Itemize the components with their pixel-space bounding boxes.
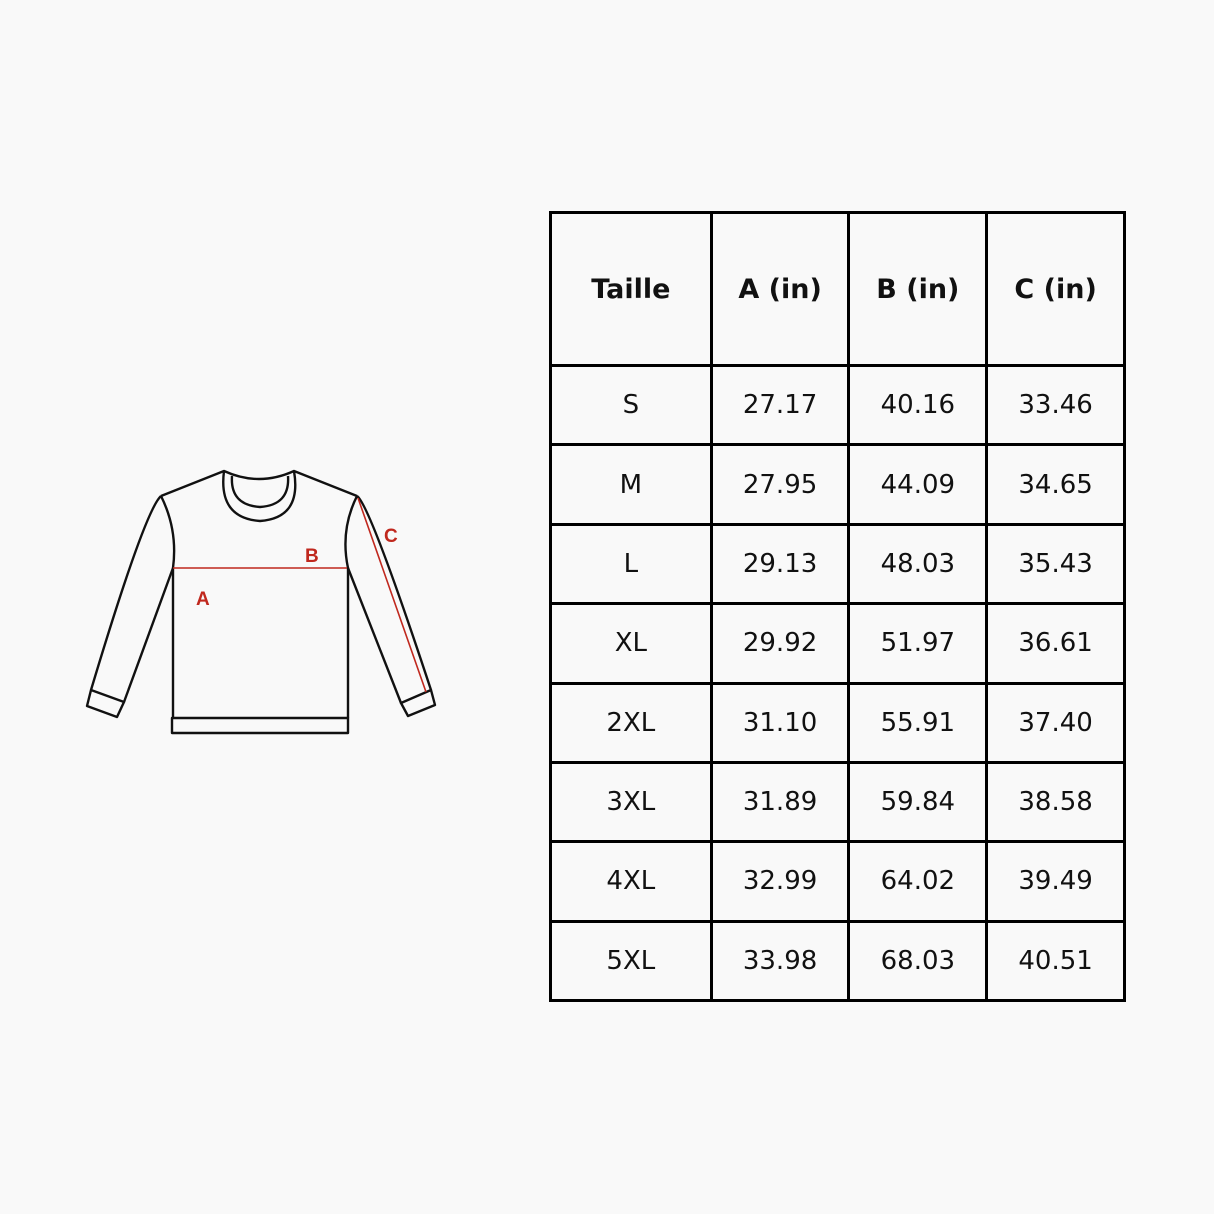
cell-c: 39.49 xyxy=(985,840,1126,923)
cell-b: 51.97 xyxy=(847,602,989,685)
table-row: 5XL 33.98 68.03 40.51 xyxy=(549,919,1126,1003)
cell-a: 29.13 xyxy=(709,522,851,606)
header-b: B (in) xyxy=(847,211,989,367)
cell-size: XL xyxy=(549,602,713,685)
size-table: Taille A (in) B (in) C (in) S 27.17 40.16 3… xyxy=(549,211,1126,1003)
sweater-diagram: A B C xyxy=(85,469,437,735)
cell-size: M xyxy=(549,443,713,526)
cell-size: 2XL xyxy=(549,681,713,764)
cell-c: 40.51 xyxy=(985,919,1126,1003)
header-size: Taille xyxy=(549,211,713,367)
table-row: 3XL 31.89 59.84 38.58 xyxy=(549,760,1126,844)
cell-size: 4XL xyxy=(549,840,713,923)
cell-size: 3XL xyxy=(549,760,713,844)
cell-c: 35.43 xyxy=(985,522,1126,606)
cell-c: 37.40 xyxy=(985,681,1126,764)
cell-size: S xyxy=(549,363,713,447)
cell-a: 32.99 xyxy=(709,840,851,923)
cell-a: 33.98 xyxy=(709,919,851,1003)
header-a: A (in) xyxy=(709,211,851,367)
measure-line-c xyxy=(357,497,427,693)
header-row: Taille A (in) B (in) C (in) xyxy=(549,211,1126,367)
cell-b: 68.03 xyxy=(847,919,989,1003)
cell-c: 36.61 xyxy=(985,602,1126,685)
cell-a: 29.92 xyxy=(709,602,851,685)
cell-c: 33.46 xyxy=(985,363,1126,447)
header-c: C (in) xyxy=(985,211,1126,367)
table-row: L 29.13 48.03 35.43 xyxy=(549,522,1126,606)
table-row: 4XL 32.99 64.02 39.49 xyxy=(549,840,1126,923)
cell-b: 59.84 xyxy=(847,760,989,844)
cell-a: 27.95 xyxy=(709,443,851,526)
cell-a: 27.17 xyxy=(709,363,851,447)
table-row: 2XL 31.10 55.91 37.40 xyxy=(549,681,1126,764)
table-row: M 27.95 44.09 34.65 xyxy=(549,443,1126,526)
cell-c: 34.65 xyxy=(985,443,1126,526)
label-a: A xyxy=(196,589,210,610)
cell-b: 64.02 xyxy=(847,840,989,923)
label-b: B xyxy=(305,546,319,567)
cell-b: 55.91 xyxy=(847,681,989,764)
cell-a: 31.10 xyxy=(709,681,851,764)
label-c: C xyxy=(384,526,398,547)
table-row: S 27.17 40.16 33.46 xyxy=(549,363,1126,447)
cell-b: 48.03 xyxy=(847,522,989,606)
cell-b: 40.16 xyxy=(847,363,989,447)
cell-b: 44.09 xyxy=(847,443,989,526)
cell-size: 5XL xyxy=(549,919,713,1003)
sweater-outline xyxy=(85,469,437,735)
cell-size: L xyxy=(549,522,713,606)
cell-a: 31.89 xyxy=(709,760,851,844)
table-row: XL 29.92 51.97 36.61 xyxy=(549,602,1126,685)
cell-c: 38.58 xyxy=(985,760,1126,844)
